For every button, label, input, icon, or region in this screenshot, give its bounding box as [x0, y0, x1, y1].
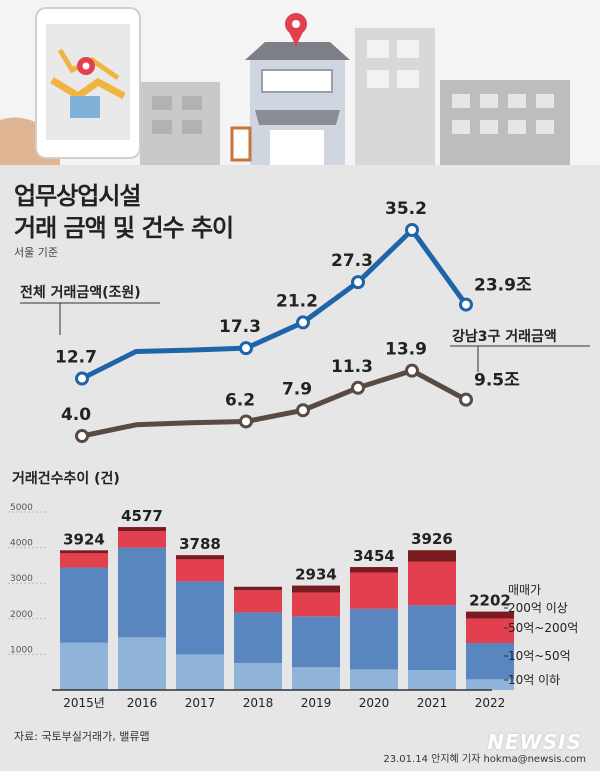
bar-seg-1b-5b	[118, 547, 166, 638]
total-point	[239, 341, 253, 356]
bar-seg-5b-20b	[176, 559, 224, 582]
y-tick-label: 1000	[10, 645, 33, 655]
total-series-label: 전체 거래금액(조원)	[20, 285, 141, 301]
line-chart: 12.7 17.3 21.2 27.3 35.2 23.9조 4.0 6.2 7.9 11.3 13…	[20, 199, 590, 443]
bar-chart-title: 거래건수추이 (건)	[12, 471, 120, 487]
gangnam-data-label: 9.5조	[474, 371, 520, 391]
gangnam-series-label: 강남3구 거래금액	[452, 329, 557, 345]
bar-seg-under-1b	[234, 662, 282, 690]
bar-seg-5b-20b	[118, 531, 166, 548]
x-category-label: 2019	[301, 696, 332, 710]
bar-seg-5b-20b	[234, 590, 282, 613]
chart-title-line2: 거래 금액 및 건수 추이	[14, 214, 234, 242]
bar-seg-over-20b	[60, 550, 108, 554]
bar-total-label: 3454	[353, 547, 395, 565]
gangnam-data-label: 4.0	[61, 405, 91, 425]
bar-seg-1b-5b	[466, 643, 514, 680]
x-category-label: 2022	[475, 696, 506, 710]
bar-seg-under-1b	[60, 642, 108, 690]
total-data-label: 35.2	[385, 199, 427, 219]
bar-seg-1b-5b	[350, 608, 398, 670]
gangnam-data-label: 6.2	[225, 390, 255, 410]
gangnam-point	[459, 392, 473, 407]
total-point	[351, 275, 365, 290]
city-illustration	[0, 0, 600, 165]
total-series-line	[79, 227, 469, 382]
legend-title: 매매가	[508, 583, 541, 597]
bar-seg-5b-20b	[60, 553, 108, 568]
bar-seg-under-1b	[292, 667, 340, 690]
gangnam-series-line	[79, 368, 469, 439]
bar-seg-over-20b	[176, 555, 224, 560]
y-tick-label: 2000	[10, 610, 33, 620]
bar-seg-over-20b	[118, 527, 166, 532]
chart-subtitle: 서울 기준	[14, 246, 58, 259]
gangnam-point	[239, 414, 253, 429]
y-tick-label: 3000	[10, 574, 33, 584]
total-data-label: 12.7	[55, 348, 97, 368]
bar-seg-5b-20b	[466, 618, 514, 644]
line-chart-marks: 12.7 17.3 21.2 27.3 35.2 23.9조 4.0 6.2 7.9 11.3 13…	[55, 199, 532, 443]
y-tick-label: 5000	[10, 503, 33, 513]
bar-seg-under-1b	[176, 654, 224, 690]
bar-seg-5b-20b	[408, 561, 456, 606]
bar-seg-over-20b	[408, 550, 456, 562]
bar-total-label: 4577	[121, 507, 163, 525]
x-category-label: 2015년	[63, 696, 105, 710]
x-category-label: 2018	[243, 696, 274, 710]
x-category-label: 2017	[185, 696, 216, 710]
legend-entry-seg-over-20b: 200억 이상	[508, 601, 568, 615]
y-tick-label: 4000	[10, 539, 33, 549]
bar-seg-over-20b	[350, 567, 398, 573]
total-data-label: 23.9조	[474, 276, 532, 296]
total-data-label: 21.2	[276, 291, 318, 311]
gangnam-data-label: 13.9	[385, 340, 427, 360]
source-note: 자료: 국토부실거래가, 밸류맵	[14, 730, 150, 743]
bar-seg-1b-5b	[60, 567, 108, 643]
newsis-watermark: NEWSIS	[487, 730, 582, 754]
bar-seg-under-1b	[118, 637, 166, 690]
bar-seg-over-20b	[234, 586, 282, 591]
total-point	[75, 371, 89, 386]
x-category-label: 2016	[127, 696, 158, 710]
bar-seg-over-20b	[292, 585, 340, 593]
bar-total-label: 3788	[179, 535, 221, 553]
bar-total-label: 3926	[411, 530, 453, 548]
bar-seg-1b-5b	[176, 581, 224, 655]
bar-seg-over-20b	[466, 611, 514, 619]
legend-entry-seg-under-1b: 10억 이하	[508, 673, 560, 687]
bar-seg-5b-20b	[292, 592, 340, 617]
bar-seg-1b-5b	[292, 616, 340, 668]
legend-entry-seg-5b-20b: 50억~200억	[508, 621, 578, 635]
bar-seg-1b-5b	[408, 605, 456, 671]
gangnam-point	[351, 380, 365, 395]
total-point	[405, 223, 419, 237]
bar-seg-1b-5b	[234, 612, 282, 663]
bar-seg-under-1b	[466, 679, 514, 690]
x-category-label: 2020	[359, 696, 390, 710]
gangnam-point	[296, 403, 310, 418]
credit-line: 23.01.14 안지혜 기자 hokma@newsis.com	[383, 754, 586, 765]
bar-total-label: 2934	[295, 566, 337, 584]
gangnam-point	[75, 429, 89, 443]
total-point	[296, 315, 310, 330]
legend-entry-seg-1b-5b: 10억~50억	[508, 649, 571, 663]
bar-chart-marks: 1000 2000 3000 4000 5000 3924 2015년 4577 2016 378…	[8, 503, 578, 710]
total-data-label: 27.3	[331, 251, 373, 271]
gangnam-data-label: 11.3	[331, 357, 373, 377]
x-category-label: 2021	[417, 696, 448, 710]
chart-title-line1: 업무상업시설	[14, 182, 141, 210]
gangnam-point	[405, 363, 419, 378]
total-point	[459, 297, 473, 312]
gangnam-data-label: 7.9	[282, 379, 312, 399]
bar-total-label: 3924	[63, 530, 105, 548]
bar-seg-under-1b	[408, 670, 456, 690]
bar-seg-under-1b	[350, 669, 398, 690]
total-data-label: 17.3	[219, 317, 261, 337]
bar-total-label: 2202	[469, 592, 511, 610]
bar-seg-5b-20b	[350, 572, 398, 609]
